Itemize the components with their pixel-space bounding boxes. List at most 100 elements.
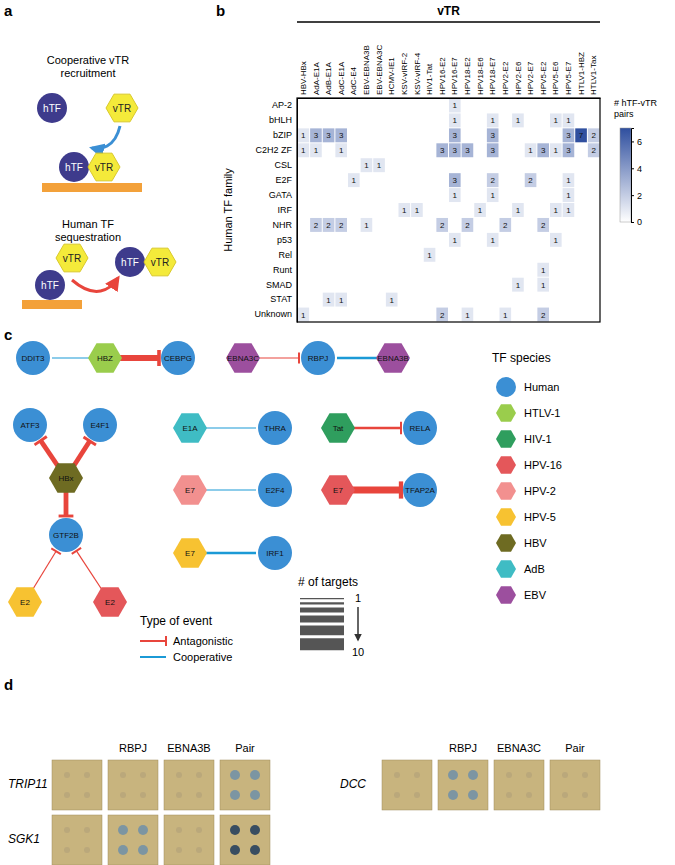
cell-label: 1 xyxy=(503,311,508,320)
node xyxy=(376,343,410,372)
cell-label: 3 xyxy=(314,131,319,140)
cell xyxy=(361,218,373,232)
cooperative-arrow xyxy=(92,126,120,149)
node xyxy=(83,408,117,442)
cell-label: 1 xyxy=(389,296,394,305)
htf-shape xyxy=(59,152,89,182)
vtr-shape xyxy=(88,153,120,181)
yeast-spot xyxy=(84,827,90,833)
x-tick: HTLV1-Tax xyxy=(589,56,598,98)
cell-label: 2 xyxy=(541,311,546,320)
yeast-spot xyxy=(250,845,260,855)
cell-label: 3 xyxy=(453,131,458,140)
colorbar-tick: 0 xyxy=(631,217,642,227)
cell xyxy=(487,173,499,187)
cell-label: 1 xyxy=(490,236,495,245)
cell-label: 3 xyxy=(453,176,458,185)
colorbar-tick-mark xyxy=(631,222,634,223)
yeast-spot xyxy=(582,772,588,778)
yeast-image xyxy=(164,760,214,810)
legend-label: HPV-16 xyxy=(524,459,562,471)
node-label: ATF3 xyxy=(21,421,41,430)
vtr-label: vTR xyxy=(95,162,113,173)
x-tick-label: HPV5-E2 xyxy=(539,61,548,95)
legend-arrow xyxy=(357,607,359,640)
node xyxy=(321,475,355,504)
yeast-spot xyxy=(506,772,512,778)
cell-label: 2 xyxy=(503,221,508,230)
yeast-spot xyxy=(448,790,458,800)
yeast-image xyxy=(494,760,544,810)
y-tick-label: NHR xyxy=(273,220,293,230)
node-label: E7 xyxy=(185,486,195,495)
cell-label: 1 xyxy=(490,191,495,200)
cell xyxy=(386,293,398,307)
htf-shape xyxy=(35,270,65,300)
yeast-image xyxy=(550,760,600,810)
yeast-spot xyxy=(64,772,70,778)
cell xyxy=(550,143,562,157)
y-tick: Runt xyxy=(273,265,297,275)
cell-label: 2 xyxy=(440,221,445,230)
yeast-spot xyxy=(64,847,70,853)
cell-label: 1 xyxy=(490,116,495,125)
yeast-spot xyxy=(582,792,588,798)
cell-label: 1 xyxy=(528,146,533,155)
x-tick: AdC-E1A xyxy=(337,61,346,98)
x-axis: HBV-HBxAdA-E1AAdB-E1AAdC-E1AAdC-E4EBV-EB… xyxy=(298,45,601,99)
cell-label: 2 xyxy=(339,221,344,230)
x-axis-line xyxy=(298,98,601,99)
cell-label: 2 xyxy=(465,221,470,230)
x-tick-label: AdC-E4 xyxy=(349,66,358,95)
yeast-image xyxy=(438,760,488,810)
yeast-image xyxy=(220,815,270,865)
cell xyxy=(399,203,411,217)
cell-label: 1 xyxy=(566,206,571,215)
cell xyxy=(323,218,335,232)
row-label: TRIP11 xyxy=(8,777,48,791)
yeast-image xyxy=(382,760,432,810)
node xyxy=(16,341,50,375)
cell-label: 1 xyxy=(453,236,458,245)
x-tick: HBV-HBx xyxy=(299,61,308,98)
y-tick: bZIP xyxy=(273,130,297,140)
legend-label: HTLV-1 xyxy=(524,407,560,419)
vtr-shape xyxy=(144,248,176,276)
cell xyxy=(310,128,322,142)
x-tick-label: EBV-EBNA3C xyxy=(375,45,384,95)
cell xyxy=(462,218,474,232)
node xyxy=(8,587,42,616)
x-tick: HPV2-E2 xyxy=(501,61,510,98)
legend-label: Cooperative xyxy=(173,651,232,663)
cell xyxy=(335,143,347,157)
yeast-spot xyxy=(64,827,70,833)
cell-label: 2 xyxy=(440,311,445,320)
cell-label: 1 xyxy=(301,131,306,140)
x-tick-label: KSV-vIRF-4 xyxy=(412,52,421,95)
x-tick-label: AdC-E1A xyxy=(337,61,346,95)
node xyxy=(258,411,292,445)
cell xyxy=(335,128,347,142)
htf-shape xyxy=(115,247,145,277)
x-tick: HPV18-E6 xyxy=(476,57,485,98)
cell xyxy=(348,173,360,187)
cell-label: 3 xyxy=(566,131,571,140)
panel-label: a xyxy=(4,2,13,19)
yeast-spot xyxy=(526,772,532,778)
y-tick: SMAD xyxy=(266,280,297,290)
cell xyxy=(550,203,562,217)
cell-label: 1 xyxy=(377,161,382,170)
colorbar xyxy=(620,128,631,222)
panel-label: c xyxy=(4,326,12,343)
y-tick-label: IRF xyxy=(278,205,293,215)
cell-label: 1 xyxy=(541,281,546,290)
yeast-spot xyxy=(176,792,182,798)
cell-label: 1 xyxy=(364,221,369,230)
x-tick: HPV16-E2 xyxy=(438,57,447,98)
row-label: SGK1 xyxy=(8,832,40,846)
cell xyxy=(373,158,385,172)
dna xyxy=(22,300,82,309)
node-label: E2 xyxy=(105,598,115,607)
column-header: RBPJ xyxy=(449,742,477,754)
yeast-spot xyxy=(250,770,260,780)
